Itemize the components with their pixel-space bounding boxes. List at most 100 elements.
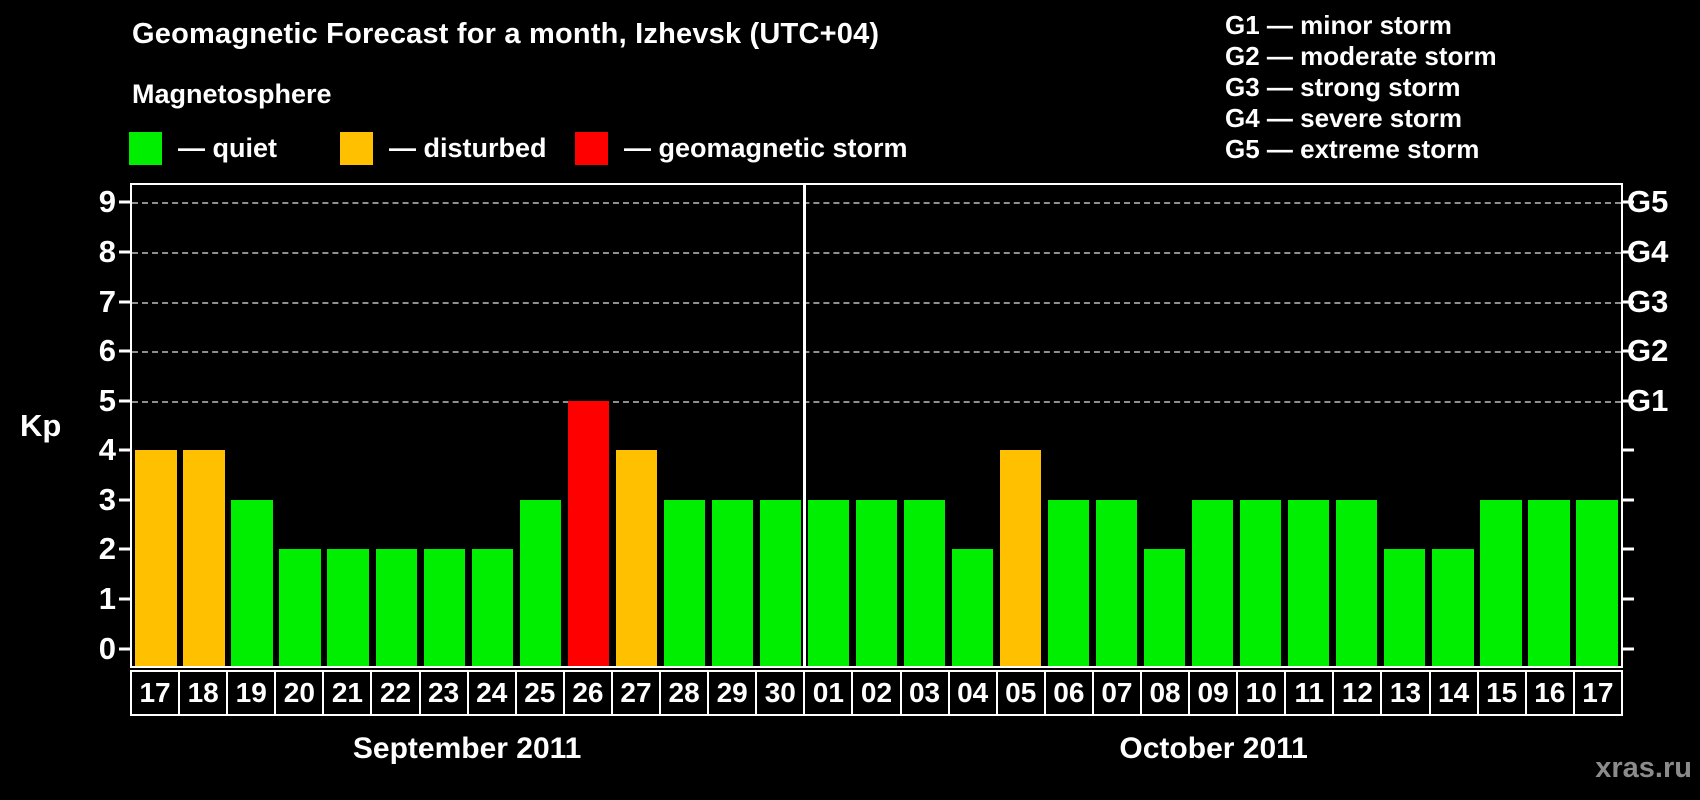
date-cell: 21 bbox=[322, 670, 373, 716]
date-cell: 24 bbox=[466, 670, 517, 716]
kp-bar bbox=[327, 549, 369, 666]
right-tick-kp7 bbox=[1623, 300, 1634, 304]
kp-bar bbox=[1384, 549, 1426, 666]
left-tick-kp5 bbox=[119, 399, 130, 403]
right-tick-kp3 bbox=[1623, 498, 1634, 502]
g-scale-tick-label: G5 bbox=[1627, 184, 1669, 220]
y-tick-label: 3 bbox=[98, 481, 116, 517]
date-cell: 17 bbox=[1572, 670, 1623, 716]
kp-bar bbox=[807, 499, 850, 666]
date-cell: 14 bbox=[1428, 670, 1479, 716]
bar-slot bbox=[1525, 185, 1573, 666]
y-tick-label: 1 bbox=[98, 581, 116, 617]
date-cell: 28 bbox=[659, 670, 710, 716]
bar-slot bbox=[516, 185, 564, 666]
kp-bar bbox=[231, 499, 273, 666]
bar-slot bbox=[804, 185, 852, 666]
month-label: September 2011 bbox=[352, 732, 582, 765]
g-legend-line-g2: G2 — moderate storm bbox=[1225, 41, 1497, 71]
date-cell: 26 bbox=[562, 670, 613, 716]
date-cell: 07 bbox=[1091, 670, 1142, 716]
y-tick-label: 5 bbox=[98, 382, 116, 418]
date-cell: 18 bbox=[178, 670, 229, 716]
y-tick-label: 0 bbox=[98, 630, 116, 666]
left-tick-kp2 bbox=[119, 547, 130, 551]
date-cell: 09 bbox=[1188, 670, 1239, 716]
kp-bar bbox=[1144, 549, 1186, 666]
right-tick-kp2 bbox=[1623, 547, 1634, 551]
y-tick-label: 7 bbox=[98, 283, 116, 319]
g-scale-tick-label: G2 bbox=[1627, 333, 1669, 369]
kp-bar bbox=[1528, 499, 1570, 666]
gridline-kp5 bbox=[132, 400, 1621, 403]
date-cell: 03 bbox=[899, 670, 950, 716]
date-cell: 13 bbox=[1380, 670, 1431, 716]
legend-item-storm: — geomagnetic storm bbox=[575, 132, 908, 165]
bar-slot bbox=[1477, 185, 1525, 666]
date-axis: 17 18 19 20 21 22 23 24 25 26 27 28 29 30 01 02 03 04 05 06… bbox=[130, 670, 1623, 716]
y-tick-label: 2 bbox=[98, 531, 116, 567]
left-tick-kp3 bbox=[119, 498, 130, 502]
month-labels: September 2011 October 2011 bbox=[130, 732, 1623, 772]
kp-bar bbox=[567, 400, 609, 666]
bar-slot bbox=[1141, 185, 1189, 666]
bar-slot bbox=[997, 185, 1045, 666]
g-scale-tick-label: G3 bbox=[1627, 283, 1669, 319]
kp-bar bbox=[375, 549, 417, 666]
date-cell: 17 bbox=[130, 670, 181, 716]
bar-slot bbox=[660, 185, 708, 666]
g-scale-tick-label: G1 bbox=[1627, 382, 1669, 418]
disturbed-color-swatch bbox=[340, 132, 373, 165]
kp-bar bbox=[1336, 499, 1378, 666]
right-tick-kp9 bbox=[1623, 200, 1634, 204]
gridline-kp9 bbox=[132, 202, 1621, 205]
date-cell: 22 bbox=[370, 670, 421, 716]
kp-bar bbox=[1480, 499, 1522, 666]
bar-slot bbox=[852, 185, 900, 666]
date-cell: 02 bbox=[851, 670, 902, 716]
left-tick-kp0 bbox=[119, 647, 130, 651]
bar-slot bbox=[1333, 185, 1381, 666]
date-cell: 11 bbox=[1284, 670, 1335, 716]
storm-color-swatch bbox=[575, 132, 608, 165]
bar-slot bbox=[612, 185, 660, 666]
kp-bar bbox=[615, 450, 657, 666]
bar-slot bbox=[756, 185, 804, 666]
kp-bar bbox=[1432, 549, 1474, 666]
bar-slot bbox=[949, 185, 997, 666]
kp-bar bbox=[855, 499, 898, 666]
kp-bar bbox=[183, 450, 225, 666]
kp-bar bbox=[1288, 499, 1330, 666]
legend-label-quiet: — quiet bbox=[178, 133, 277, 163]
date-cell: 04 bbox=[947, 670, 998, 716]
date-cell: 05 bbox=[995, 670, 1046, 716]
date-cell: 06 bbox=[1043, 670, 1094, 716]
date-cell: 12 bbox=[1332, 670, 1383, 716]
right-tick-kp6 bbox=[1623, 349, 1634, 353]
chart-title: Geomagnetic Forecast for a month, Izhevs… bbox=[132, 18, 880, 50]
kp-bar bbox=[423, 549, 465, 666]
date-cell: 19 bbox=[226, 670, 277, 716]
bar-slot bbox=[180, 185, 228, 666]
date-cell: 01 bbox=[803, 670, 854, 716]
bar-slot bbox=[564, 185, 612, 666]
bar-slot bbox=[420, 185, 468, 666]
bar-slot bbox=[1381, 185, 1429, 666]
kp-bar bbox=[519, 499, 561, 666]
left-tick-kp9 bbox=[119, 200, 130, 204]
g-legend-line-g5: G5 — extreme storm bbox=[1225, 134, 1480, 164]
right-tick-kp0 bbox=[1623, 647, 1634, 651]
bar-slot bbox=[708, 185, 756, 666]
right-tick-kp4 bbox=[1623, 448, 1634, 452]
legend-label-disturbed: — disturbed bbox=[389, 133, 547, 163]
quiet-color-swatch bbox=[129, 132, 162, 165]
month-label: October 2011 bbox=[1119, 732, 1308, 765]
y-tick-label: 9 bbox=[98, 184, 116, 220]
kp-bar bbox=[903, 499, 946, 666]
left-tick-kp4 bbox=[119, 448, 130, 452]
kp-bar bbox=[951, 549, 994, 666]
gridline-kp8 bbox=[132, 251, 1621, 254]
g-scale-legend: G1 — minor storm G2 — moderate storm G3 … bbox=[1225, 10, 1497, 165]
y-axis-title: Kp bbox=[20, 407, 62, 443]
